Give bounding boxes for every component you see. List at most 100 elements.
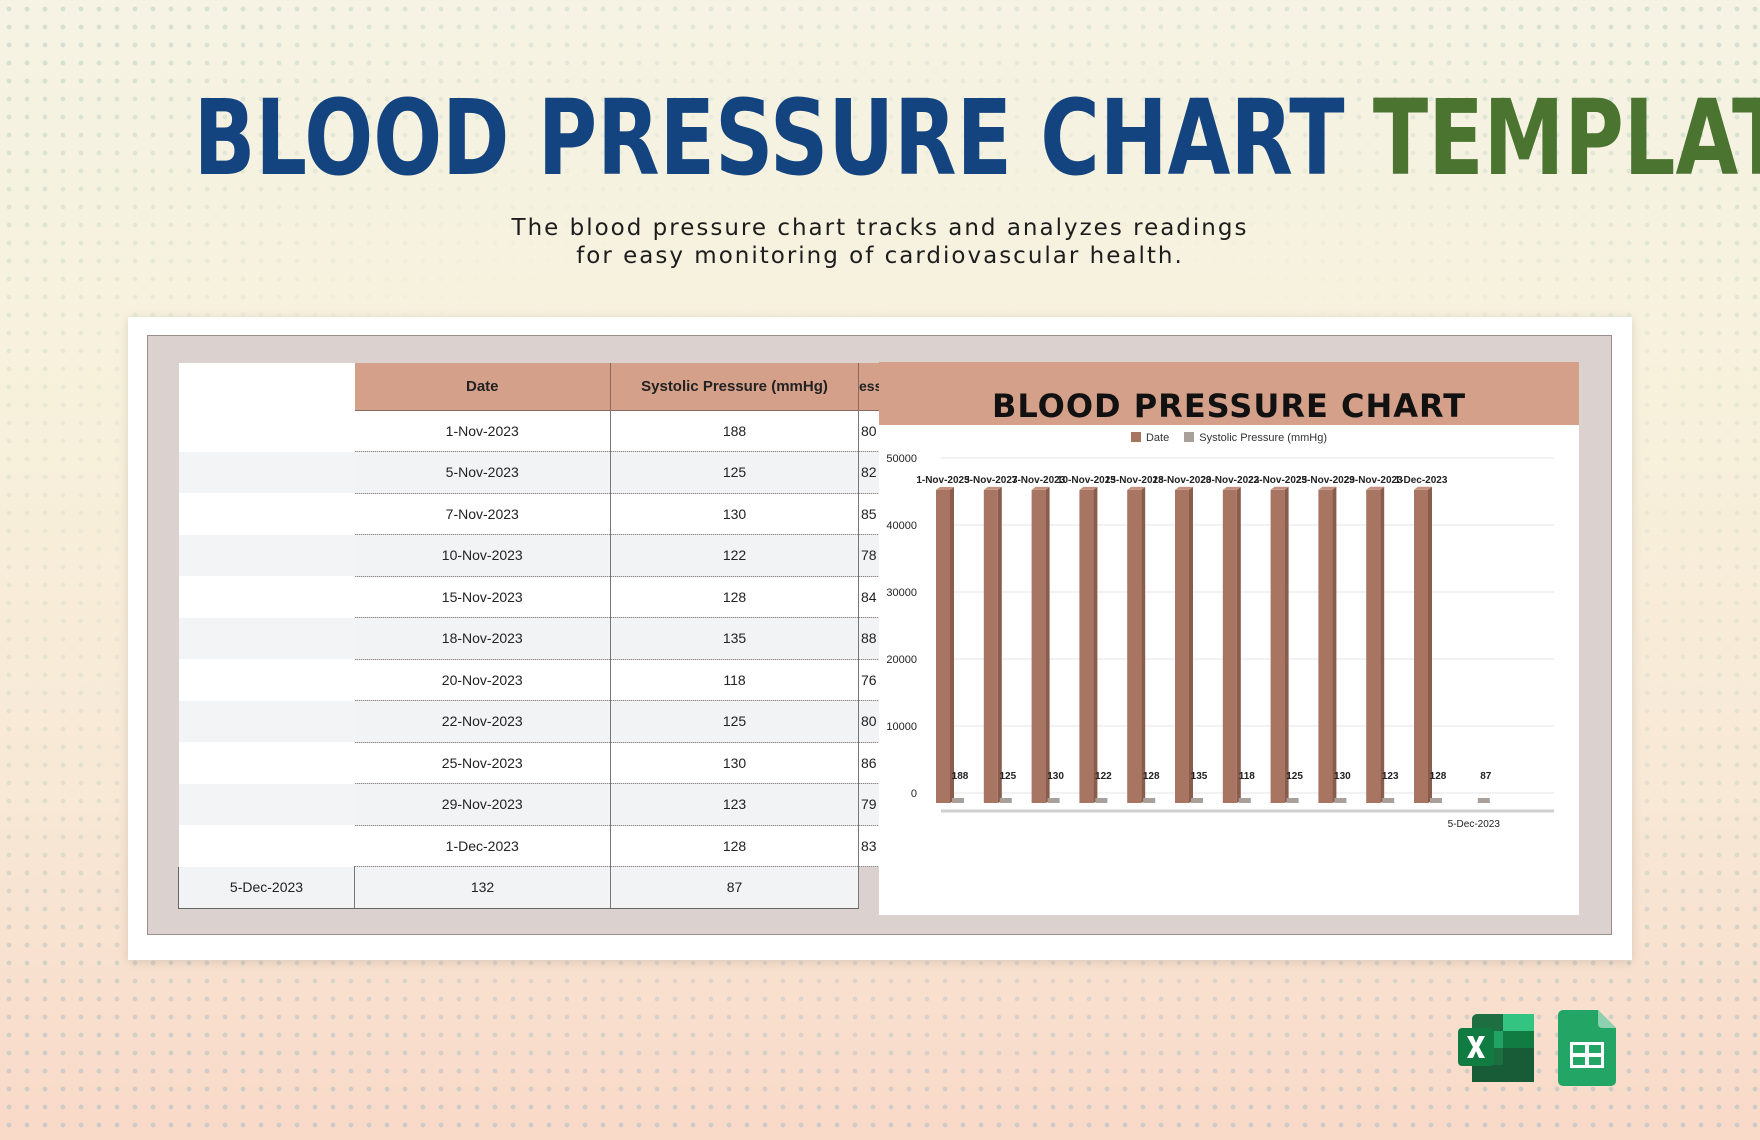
row-blank-cell[interactable] [178, 825, 355, 867]
cell-systolic[interactable]: 125 [610, 451, 859, 494]
cell-systolic[interactable]: 188 [610, 410, 859, 452]
bar-systolic [1238, 798, 1251, 803]
bar-date-top [1366, 486, 1385, 490]
bar-date-side [1380, 486, 1385, 803]
table-row: 20-Nov-2023 118 76 [178, 659, 884, 701]
bar-date [1270, 489, 1285, 803]
data-label-date: 10-Nov-2023 [1057, 475, 1116, 486]
bar-date [1318, 489, 1333, 803]
table-header-row: Date Systolic Pressure (mmHg) ess [178, 363, 884, 411]
bar-systolic [1334, 798, 1347, 803]
cell-date[interactable]: 20-Nov-2023 [354, 659, 611, 701]
bar-date-side [950, 486, 954, 803]
chart-header-band [879, 362, 1579, 425]
bar-date-side [1332, 486, 1337, 803]
page-title-accent: TEMPLATE [1372, 77, 1760, 199]
cell-last-1[interactable]: 132 [354, 866, 611, 909]
cell-systolic[interactable]: 135 [610, 617, 859, 660]
bar-date [936, 489, 950, 803]
cell-date[interactable]: 25-Nov-2023 [354, 742, 611, 784]
cell-date[interactable]: 22-Nov-2023 [354, 700, 611, 743]
cell-date[interactable]: 10-Nov-2023 [354, 534, 611, 577]
chart-plot: 50000 40000 30000 20000 10000 0 1-Nov-2023 188 5… [886, 453, 1554, 830]
row-blank-cell[interactable] [178, 410, 355, 452]
data-label-date: 20-Nov-2023 [1200, 475, 1259, 486]
bar-date-side [1141, 486, 1146, 803]
data-label-systolic: 135 [1191, 771, 1208, 782]
row-blank-cell[interactable] [178, 576, 355, 618]
header-date[interactable]: Date [354, 363, 611, 411]
table-row: 1-Dec-2023 128 83 [178, 825, 884, 867]
row-blank-cell[interactable] [178, 783, 355, 825]
bar-systolic [1095, 798, 1108, 803]
row-blank-cell[interactable] [178, 700, 355, 742]
bar-systolic [1430, 798, 1442, 803]
bar-date-top [1127, 486, 1146, 490]
cell-systolic[interactable]: 123 [610, 783, 859, 826]
page-title: BLOOD PRESSURE CHART TEMPLATE [193, 77, 1760, 199]
data-label-systolic: 128 [1143, 771, 1160, 782]
row-blank-cell[interactable] [178, 534, 355, 576]
row-blank-cell[interactable] [178, 742, 355, 784]
bar-date-side [1236, 486, 1241, 803]
cell-systolic[interactable]: 125 [610, 700, 859, 743]
page-title-main: BLOOD PRESSURE CHART [193, 77, 1345, 199]
cell-systolic[interactable]: 130 [610, 493, 859, 535]
blood-pressure-chart[interactable]: BLOOD PRESSURE CHART Date Systolic Press… [879, 362, 1579, 915]
table-row-last: 5-Dec-2023 132 87 [178, 866, 883, 909]
cell-systolic[interactable]: 118 [610, 659, 859, 701]
cell-last-2[interactable]: 87 [610, 866, 859, 909]
bar-date-side [1093, 486, 1098, 803]
data-label-date: 25-Nov-2023 [1296, 475, 1355, 486]
bar-date [1366, 489, 1381, 803]
table-row: 1-Nov-2023 188 80 [178, 410, 884, 452]
bar-date [1127, 489, 1142, 803]
bar-date-top [1270, 486, 1289, 490]
table-row: 5-Nov-2023 125 82 [178, 451, 884, 494]
chart-title: BLOOD PRESSURE CHART [991, 387, 1467, 425]
row-blank-cell[interactable] [178, 493, 355, 535]
preview-card: Date Systolic Pressure (mmHg) ess 1-Nov-… [128, 317, 1632, 960]
bar-date-top [983, 486, 1002, 490]
data-label-systolic: 130 [1047, 771, 1064, 782]
bar-systolic [1477, 798, 1490, 803]
table-row: 29-Nov-2023 123 79 [178, 783, 884, 826]
data-label-systolic: 130 [1334, 771, 1351, 782]
row-blank-cell[interactable] [178, 451, 355, 493]
page-subtitle: The blood pressure chart tracks and anal… [0, 214, 1760, 270]
cell-last-0[interactable]: 5-Dec-2023 [178, 866, 355, 909]
table-row: 10-Nov-2023 122 78 [178, 534, 884, 577]
data-label-systolic: 87 [1480, 771, 1492, 782]
cell-systolic[interactable]: 122 [610, 534, 859, 577]
y-tick-label: 20000 [886, 654, 917, 666]
data-label-systolic: 118 [1239, 771, 1256, 782]
header-systolic[interactable]: Systolic Pressure (mmHg) [610, 363, 859, 411]
cell-date[interactable]: 1-Nov-2023 [354, 410, 611, 452]
subtitle-line-2: for easy monitoring of cardiovascular he… [576, 243, 1184, 269]
bar-systolic [1286, 798, 1299, 803]
y-tick-label: 0 [911, 788, 917, 800]
cell-date[interactable]: 15-Nov-2023 [354, 576, 611, 618]
excel-icon[interactable] [1458, 1012, 1536, 1084]
cell-date[interactable]: 5-Nov-2023 [354, 451, 611, 494]
bar-systolic [1191, 798, 1203, 803]
cell-date[interactable]: 18-Nov-2023 [354, 617, 611, 660]
table-row: 7-Nov-2023 130 85 [178, 493, 884, 535]
cell-systolic[interactable]: 130 [610, 742, 859, 784]
cell-date[interactable]: 1-Dec-2023 [354, 825, 611, 867]
row-blank-cell[interactable] [178, 659, 355, 701]
legend-item-date: Date [1130, 432, 1169, 444]
chart-legend: Date Systolic Pressure (mmHg) [879, 432, 1579, 444]
cell-systolic[interactable]: 128 [610, 576, 859, 618]
cell-date[interactable]: 29-Nov-2023 [354, 783, 611, 826]
table-row: 15-Nov-2023 128 84 [178, 576, 884, 618]
bar-date-top [936, 486, 954, 490]
data-label-date: 5-Nov-2023 [964, 475, 1018, 486]
google-sheets-icon[interactable] [1558, 1010, 1616, 1086]
bar-date-top [1222, 486, 1241, 490]
data-label-date: 15-Nov-2023 [1105, 475, 1164, 486]
cell-systolic[interactable]: 128 [610, 825, 859, 867]
row-blank-cell[interactable] [178, 617, 355, 659]
bar-date-top [1414, 486, 1432, 490]
cell-date[interactable]: 7-Nov-2023 [354, 493, 611, 535]
